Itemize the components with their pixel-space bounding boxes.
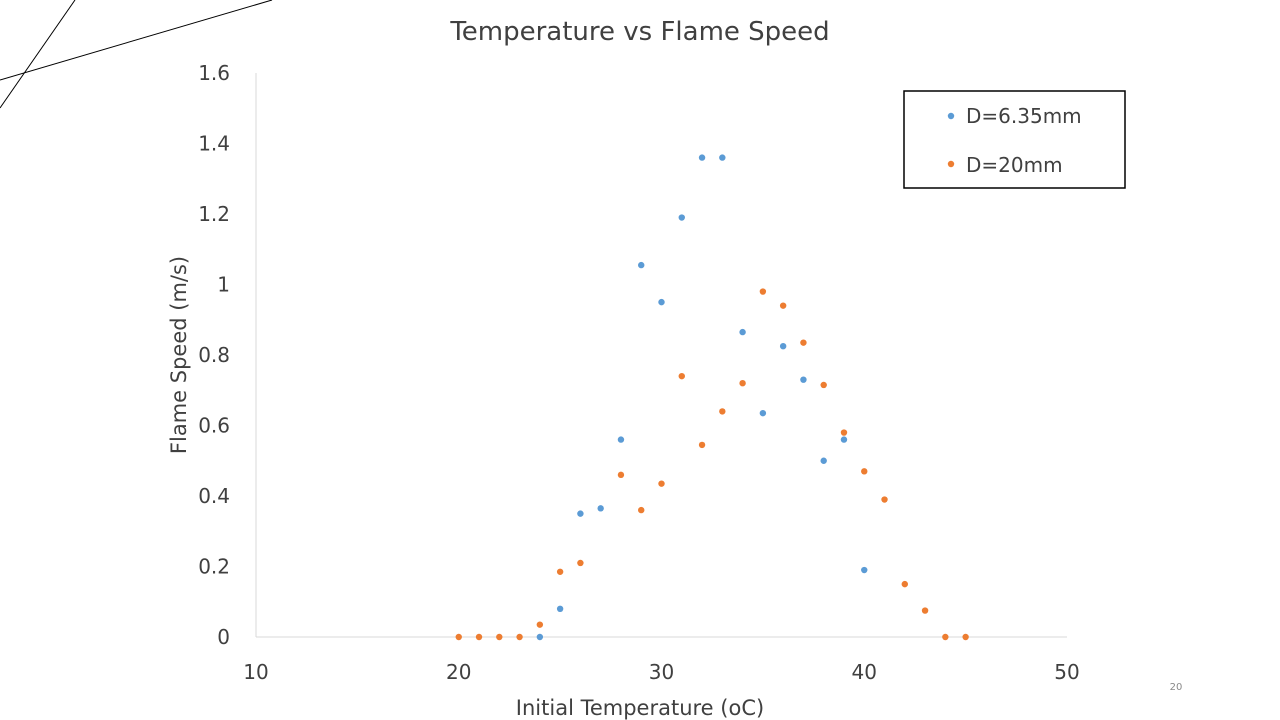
data-point-series-2 <box>638 506 645 514</box>
data-point-series-1 <box>536 633 544 641</box>
y-tick-labels: 0 0.2 0.4 0.6 0.8 1 1.2 1.4 1.6 <box>198 61 230 649</box>
data-point-series-2 <box>820 381 827 389</box>
data-point-series-1 <box>597 505 604 512</box>
data-point-series-2 <box>678 372 685 380</box>
data-point-series-1 <box>658 298 665 306</box>
page-number: 20 <box>1170 682 1183 693</box>
x-tick-label: 20 <box>446 660 471 684</box>
legend-label-series-2: D=20mm <box>966 153 1063 177</box>
data-point-series-2 <box>800 339 807 346</box>
data-point-series-2 <box>719 408 726 415</box>
data-point-series-2 <box>739 380 746 387</box>
y-tick-label: 0.2 <box>198 555 230 579</box>
data-point-series-2 <box>921 607 929 614</box>
data-point-series-1 <box>577 510 584 517</box>
y-tick-label: 1 <box>217 273 230 297</box>
data-point-series-2 <box>759 288 767 295</box>
decorative-line <box>0 0 273 81</box>
data-point-series-2 <box>577 559 584 567</box>
legend: D=6.35mm D=20mm <box>903 90 1126 189</box>
y-tick-label: 1.2 <box>198 202 230 226</box>
data-point-series-1 <box>779 342 787 350</box>
data-point-series-2 <box>516 633 523 641</box>
data-point-series-2 <box>840 429 848 436</box>
data-point-series-1 <box>698 154 706 161</box>
y-axis-label: Flame Speed (m/s) <box>167 256 191 454</box>
data-point-series-1 <box>759 409 767 417</box>
data-point-series-2 <box>962 633 969 641</box>
data-point-series-1 <box>556 605 564 612</box>
x-axis-label: Initial Temperature (oC) <box>516 696 764 720</box>
x-tick-label: 30 <box>649 660 674 684</box>
data-point-series-1 <box>739 328 746 336</box>
data-point-series-2 <box>536 621 544 628</box>
data-point-series-1 <box>820 457 827 464</box>
x-tick-label: 50 <box>1054 660 1079 684</box>
chart-title: Temperature vs Flame Speed <box>449 17 829 47</box>
data-point-series-1 <box>800 376 807 383</box>
data-point-series-2 <box>455 633 462 641</box>
data-point-series-2 <box>881 496 888 503</box>
y-tick-label: 0.8 <box>198 343 230 367</box>
x-tick-label: 40 <box>852 660 877 684</box>
data-point-series-1 <box>719 154 726 161</box>
data-point-series-2 <box>901 580 908 588</box>
legend-box <box>903 90 1126 189</box>
x-tick-label: 10 <box>243 660 268 684</box>
x-tick-labels: 10 20 30 40 50 <box>243 660 1079 684</box>
legend-label-series-1: D=6.35mm <box>966 104 1082 128</box>
y-tick-label: 1.6 <box>198 61 230 85</box>
decorative-line <box>0 0 76 109</box>
data-points <box>455 154 969 641</box>
data-point-series-2 <box>779 302 787 309</box>
data-point-series-1 <box>861 566 868 574</box>
data-point-series-2 <box>475 633 483 641</box>
data-point-series-2 <box>861 468 868 475</box>
data-point-series-2 <box>658 480 665 487</box>
y-tick-label: 0.6 <box>198 414 230 438</box>
data-point-series-1 <box>678 214 685 221</box>
legend-marker-series-1 <box>947 112 955 120</box>
data-point-series-1 <box>617 436 625 443</box>
data-point-series-2 <box>617 471 625 479</box>
data-point-series-1 <box>840 436 848 443</box>
data-point-series-2 <box>556 568 564 575</box>
decorative-corner-lines <box>0 0 273 109</box>
data-point-series-2 <box>942 633 949 641</box>
legend-marker-series-2 <box>947 160 955 168</box>
y-tick-label: 0.4 <box>198 484 230 508</box>
y-tick-label: 1.4 <box>198 132 230 156</box>
y-tick-label: 0 <box>217 625 230 649</box>
data-point-series-2 <box>496 633 503 641</box>
data-point-series-2 <box>698 441 706 449</box>
data-point-series-1 <box>638 261 645 269</box>
